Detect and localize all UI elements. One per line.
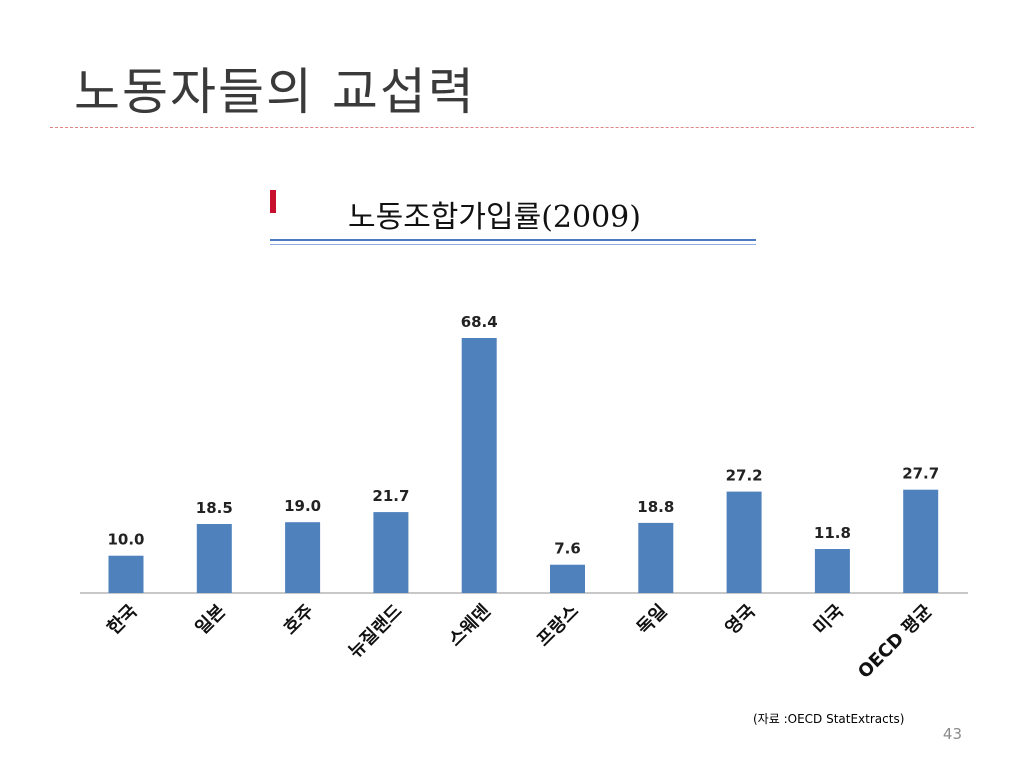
bar-5 — [550, 564, 585, 593]
value-label-2: 19.0 — [284, 497, 321, 515]
source-note: (자료 :OECD StatExtracts) — [753, 712, 905, 726]
chart-title-underline — [270, 239, 756, 241]
page-number: 43 — [942, 725, 962, 743]
category-label-5: 프랑스 — [533, 601, 583, 651]
bar-8 — [814, 549, 850, 593]
category-label-4: 스웨덴 — [445, 601, 495, 651]
category-label-3: 뉴질랜드 — [345, 601, 407, 663]
value-label-3: 21.7 — [372, 487, 409, 505]
bar-2 — [285, 522, 321, 593]
chart-title: 노동조합가입률(2009) — [348, 200, 641, 235]
bar-9 — [903, 489, 939, 593]
category-label-0: 한국 — [103, 601, 141, 639]
bullet-marker — [270, 190, 276, 213]
slide-title: 노동자들의 교섭력 — [74, 63, 476, 121]
bar-6 — [638, 522, 674, 593]
value-label-1: 18.5 — [196, 499, 233, 517]
value-label-5: 7.6 — [554, 540, 581, 558]
bar-4 — [461, 338, 497, 593]
value-label-6: 18.8 — [637, 498, 674, 516]
category-label-6: 독일 — [633, 601, 671, 639]
category-label-7: 영국 — [721, 601, 759, 639]
title-divider — [50, 127, 974, 128]
value-label-7: 27.2 — [726, 467, 763, 485]
value-label-8: 11.8 — [814, 524, 851, 542]
bar-3 — [373, 512, 409, 593]
value-label-4: 68.4 — [461, 313, 498, 331]
bar-1 — [196, 524, 232, 593]
chart-title-underline-secondary — [270, 244, 756, 245]
value-label-0: 10.0 — [107, 531, 144, 549]
bar-0 — [108, 555, 144, 593]
category-label-2: 호주 — [280, 601, 318, 639]
bar-7 — [726, 491, 762, 593]
category-label-9: OECD 평균 — [854, 601, 936, 683]
value-label-9: 27.7 — [902, 465, 939, 483]
category-label-8: 미국 — [810, 601, 848, 639]
category-label-1: 일본 — [192, 601, 230, 639]
